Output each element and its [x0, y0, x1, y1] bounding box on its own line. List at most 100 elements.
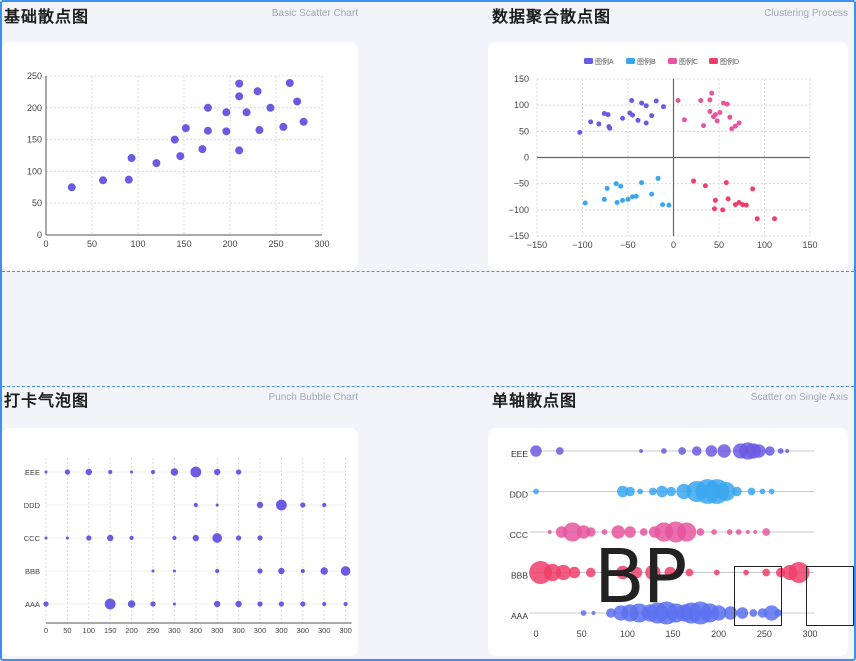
- data-point: [203, 126, 212, 135]
- data-point: [666, 202, 672, 208]
- y-tick-label: 0: [524, 153, 529, 163]
- data-point: [754, 216, 760, 222]
- bubble: [696, 528, 705, 536]
- bubble: [43, 601, 49, 607]
- data-point: [607, 125, 613, 131]
- bubble: [151, 569, 155, 573]
- x-tick-label: 300: [211, 626, 224, 635]
- bubble: [753, 530, 758, 534]
- data-point: [629, 97, 635, 103]
- bubble: [568, 566, 581, 579]
- y-category-label: CCC: [24, 534, 41, 543]
- bubble: [763, 605, 780, 621]
- bubble: [611, 525, 625, 539]
- y-tick-label: −150: [509, 231, 529, 241]
- bubble: [543, 563, 562, 582]
- data-point: [614, 200, 620, 206]
- y-tick-label: 50: [32, 198, 42, 208]
- data-point: [279, 122, 288, 131]
- data-point: [675, 97, 681, 103]
- data-point: [660, 104, 666, 110]
- x-tick-label: 300: [339, 626, 352, 635]
- bubble: [747, 487, 756, 496]
- x-tick-label: 300: [254, 626, 267, 635]
- data-point: [601, 196, 607, 202]
- bubble: [736, 607, 749, 619]
- basic-scatter-chart: 0 50 100 150 200 250 300 0 50 100 150 200 250: [27, 71, 330, 249]
- data-point: [643, 120, 649, 126]
- data-point: [712, 112, 718, 118]
- data-point: [727, 114, 733, 120]
- data-point: [655, 175, 661, 181]
- bubble: [193, 502, 198, 508]
- bubble: [774, 609, 782, 617]
- data-point: [681, 117, 687, 123]
- x-tick-label: 300: [190, 626, 203, 635]
- row-divider-top: [2, 271, 854, 272]
- y-category-label: DDD: [24, 501, 41, 510]
- x-tick-label: 250: [268, 239, 283, 249]
- panel-title-clustering: 数据聚合散点图: [492, 9, 612, 26]
- x-tick-label: 0: [671, 240, 676, 250]
- data-point: [588, 119, 594, 125]
- data-point: [729, 126, 735, 132]
- data-point: [643, 103, 649, 109]
- y-tick-label: −100: [509, 205, 529, 215]
- legend-swatch: [709, 58, 718, 64]
- data-point: [639, 100, 645, 106]
- data-point: [639, 180, 645, 186]
- data-point: [577, 129, 583, 135]
- bubble: [322, 601, 327, 607]
- bubble: [212, 533, 223, 543]
- bubble: [624, 526, 636, 538]
- legend-label: 图例A: [595, 57, 614, 66]
- bubble: [656, 485, 668, 498]
- bubble: [601, 529, 608, 535]
- bubble: [322, 502, 327, 508]
- data-point: [222, 127, 231, 136]
- bubble: [723, 606, 738, 620]
- bubble: [788, 562, 810, 583]
- data-point: [181, 124, 190, 133]
- overlay-box-right: [806, 566, 854, 626]
- data-point: [605, 112, 611, 118]
- bubble: [64, 469, 71, 475]
- bubble: [278, 567, 285, 575]
- x-tick-label: 0: [44, 626, 48, 635]
- x-tick-label: −100: [572, 240, 592, 250]
- data-point: [235, 146, 244, 155]
- bubble: [130, 470, 134, 474]
- panel-subtitle-single-axis: Scatter on Single Axis: [750, 392, 848, 403]
- overlay-box-left: [734, 566, 782, 626]
- bubble: [65, 536, 69, 540]
- bubble: [716, 481, 736, 502]
- bubble: [732, 486, 742, 497]
- data-point: [724, 101, 730, 107]
- legend-swatch: [584, 58, 593, 64]
- bubble: [300, 502, 306, 508]
- bubble: [777, 448, 784, 454]
- data-point: [299, 117, 308, 126]
- y-category-label: EEE: [511, 449, 528, 459]
- data-point: [620, 115, 626, 121]
- data-point: [127, 154, 136, 163]
- bubble: [300, 601, 306, 607]
- data-point: [124, 175, 133, 184]
- data-point: [620, 197, 626, 203]
- bubble: [711, 605, 727, 621]
- x-tick-label: 250: [757, 629, 772, 639]
- card-single-axis: 0 50 100 150 200 250 300 AAA BBB CCC DDD EEE: [488, 428, 848, 656]
- data-point: [649, 113, 655, 119]
- row-divider-bottom: [2, 386, 854, 387]
- data-point: [709, 90, 715, 96]
- x-tick-label: 200: [711, 629, 726, 639]
- bubble: [127, 600, 136, 608]
- x-tick-label: 300: [802, 629, 817, 639]
- card-basic-scatter: 0 50 100 150 200 250 300 0 50 100 150 200 250: [2, 42, 358, 270]
- bubble: [591, 611, 596, 615]
- bubble: [85, 468, 93, 476]
- bubble: [150, 469, 156, 475]
- x-tick-label: 0: [43, 239, 48, 249]
- data-point: [698, 97, 704, 103]
- bubble: [150, 601, 156, 607]
